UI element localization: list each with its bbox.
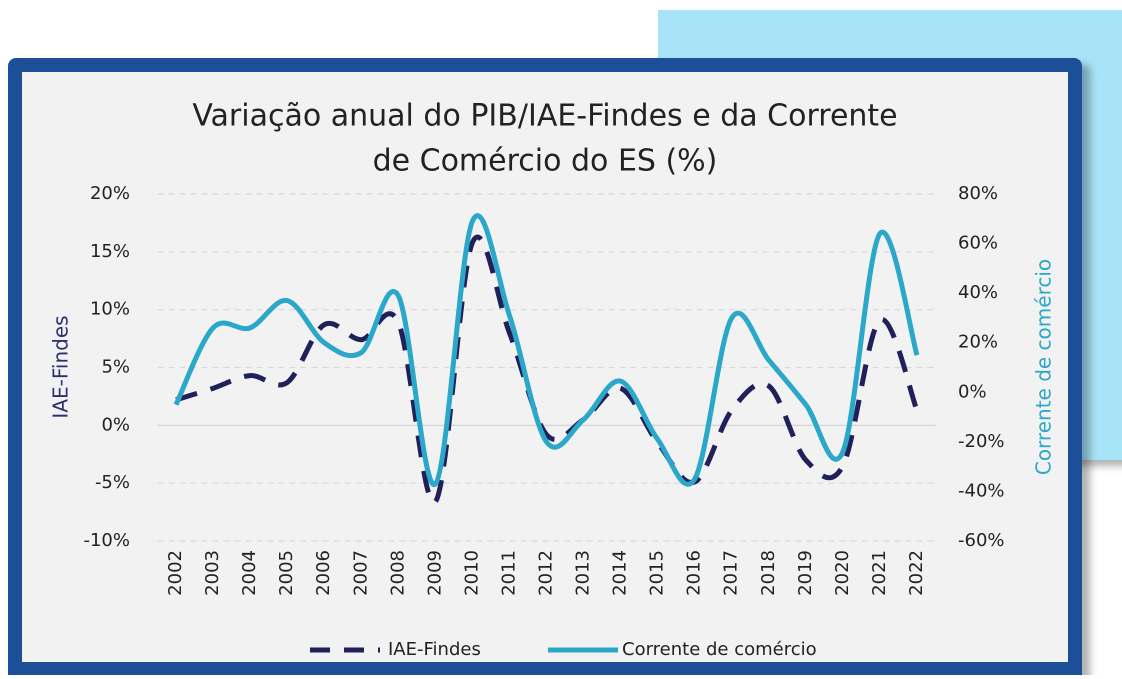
legend-label: IAE-Findes bbox=[388, 639, 481, 660]
series-line bbox=[173, 213, 920, 487]
x-tick-label: 2021 bbox=[869, 550, 890, 596]
y2-tick-label: 40% bbox=[958, 282, 998, 303]
x-tick-label: 2008 bbox=[387, 550, 408, 596]
y2-tick-label: 0% bbox=[958, 381, 987, 402]
x-tick-label: 2002 bbox=[165, 550, 186, 596]
x-tick-label: 2019 bbox=[795, 550, 816, 596]
y-tick-label: 20% bbox=[90, 183, 130, 204]
y2-tick-label: 60% bbox=[958, 233, 998, 254]
x-tick-label: 2010 bbox=[461, 550, 482, 596]
x-tick-label: 2005 bbox=[276, 550, 297, 596]
chart-title: Variação anual do PIB/IAE-Findes e da Co… bbox=[192, 99, 897, 134]
y2-tick-label: 20% bbox=[958, 332, 998, 353]
y-tick-label: 15% bbox=[90, 241, 130, 262]
y-tick-label: -5% bbox=[95, 472, 130, 493]
x-tick-label: 2012 bbox=[536, 550, 557, 596]
y2-tick-label: -40% bbox=[958, 480, 1005, 501]
y2-axis-label: Corrente de comércio bbox=[1032, 259, 1056, 475]
y2-tick-label: -60% bbox=[958, 530, 1005, 551]
x-tick-label: 2022 bbox=[906, 550, 927, 596]
x-tick-label: 2017 bbox=[721, 550, 742, 596]
chart-title: de Comércio do ES (%) bbox=[373, 144, 718, 179]
y-tick-label: -10% bbox=[83, 530, 130, 551]
y-tick-label: 0% bbox=[101, 414, 130, 435]
x-tick-label: 2016 bbox=[684, 550, 705, 596]
x-tick-label: 2018 bbox=[758, 550, 779, 596]
x-tick-label: 2015 bbox=[647, 550, 668, 596]
x-tick-label: 2009 bbox=[424, 550, 445, 596]
y-tick-label: 5% bbox=[101, 357, 130, 378]
x-tick-label: 2011 bbox=[498, 550, 519, 596]
y2-tick-label: -20% bbox=[958, 431, 1005, 452]
x-tick-label: 2020 bbox=[832, 550, 853, 596]
x-tick-label: 2007 bbox=[350, 550, 371, 596]
y-axis-label: IAE-Findes bbox=[49, 315, 73, 418]
legend-label: Corrente de comércio bbox=[622, 639, 817, 660]
y-tick-label: 10% bbox=[90, 299, 130, 320]
x-tick-label: 2003 bbox=[202, 550, 223, 596]
x-tick-label: 2004 bbox=[239, 550, 260, 596]
x-tick-label: 2006 bbox=[313, 550, 334, 596]
y2-tick-label: 80% bbox=[958, 183, 998, 204]
x-tick-label: 2013 bbox=[573, 550, 594, 596]
x-tick-label: 2014 bbox=[610, 550, 631, 596]
